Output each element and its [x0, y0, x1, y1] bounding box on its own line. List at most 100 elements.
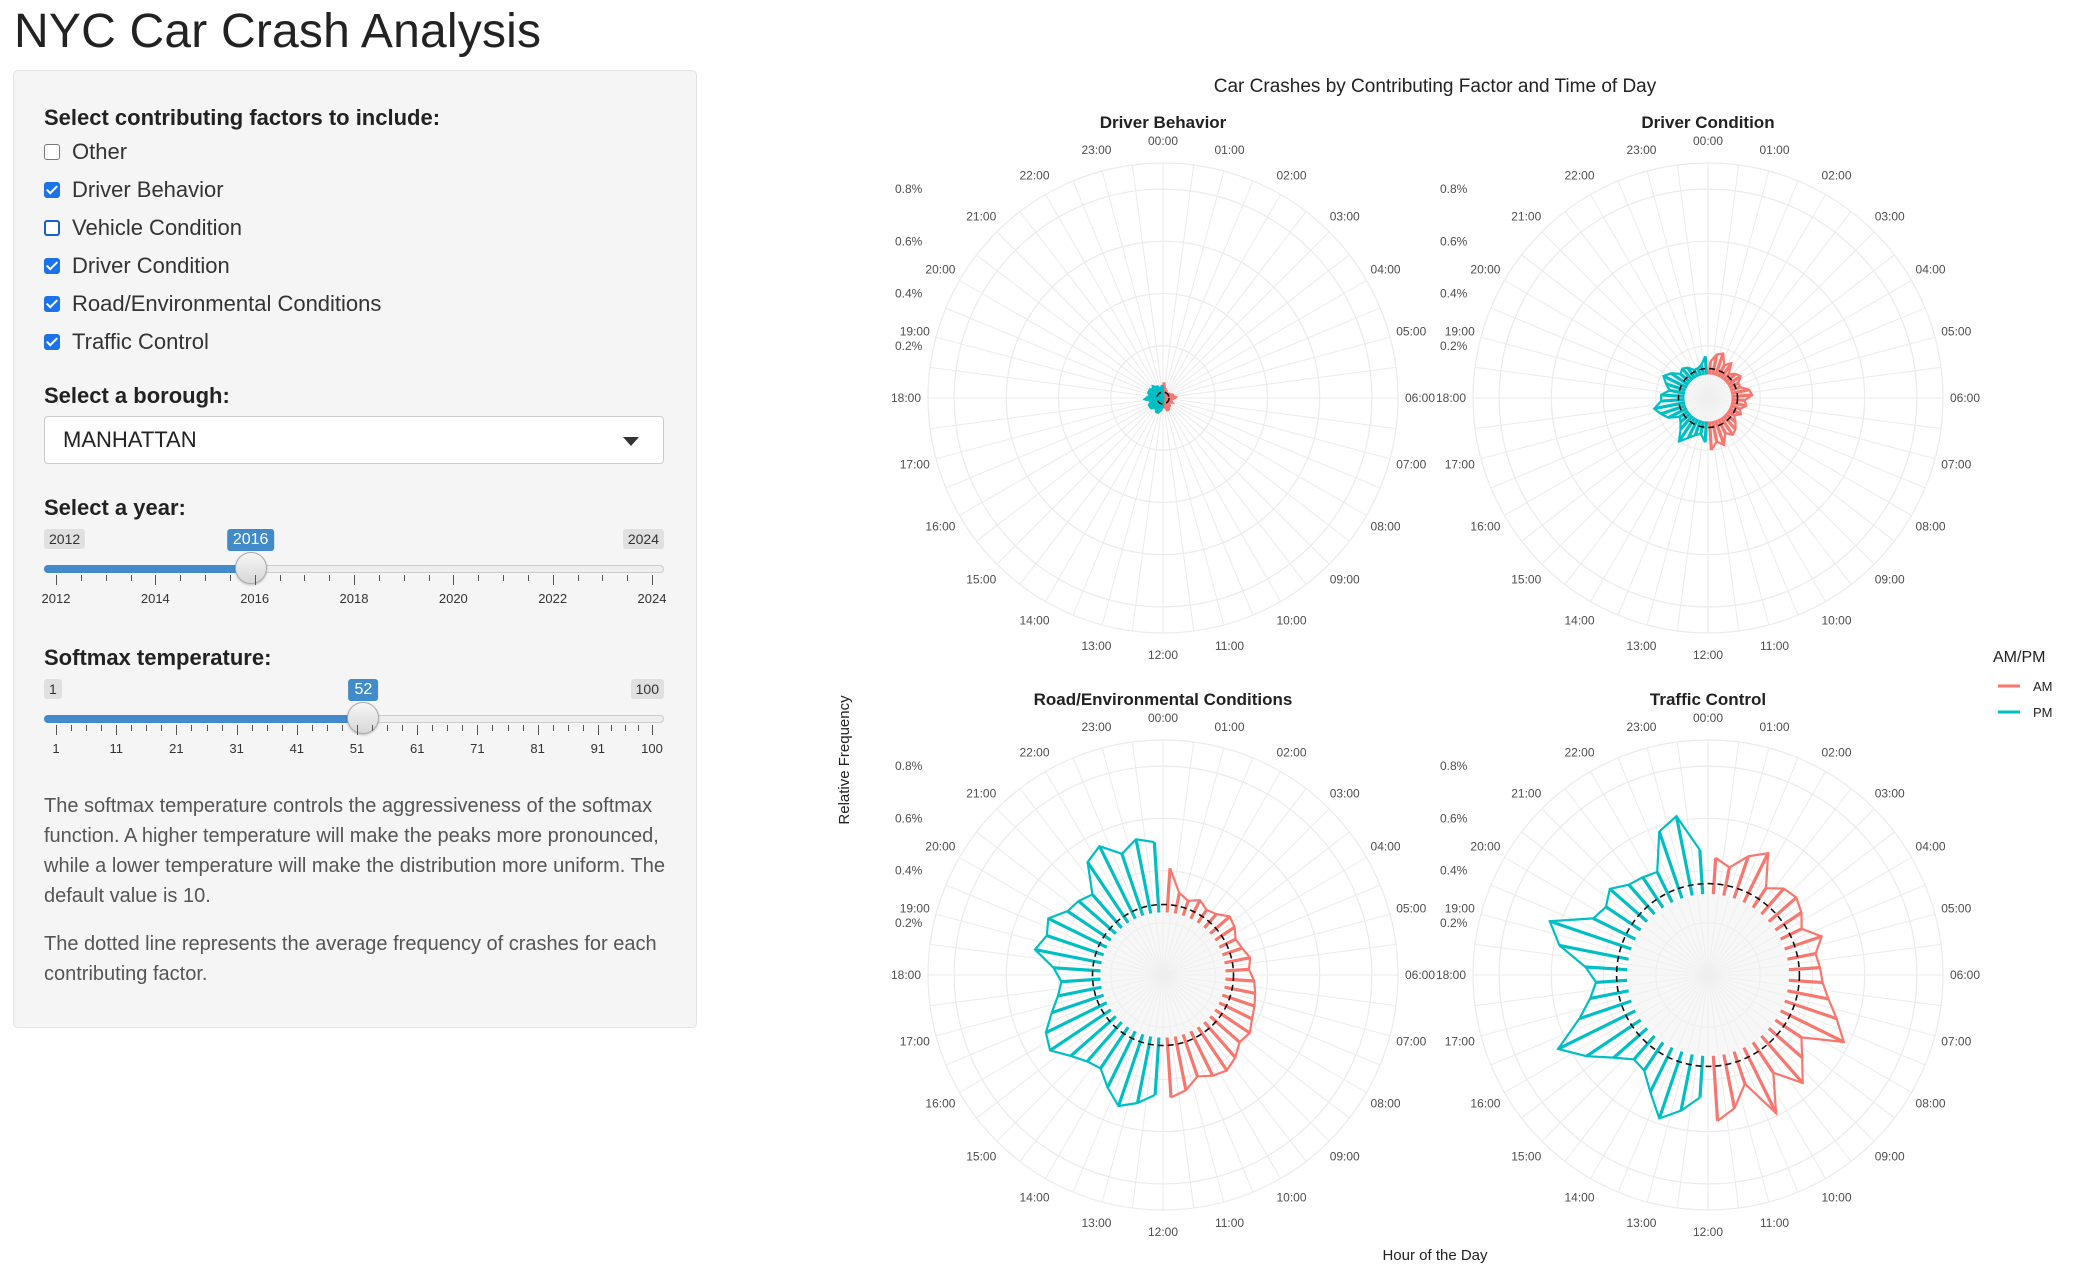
- factor-checkbox-driver-condition[interactable]: Driver Condition: [44, 251, 230, 281]
- am-bar: [1224, 956, 1251, 965]
- am-bar: [1774, 911, 1803, 932]
- am-bar: [1784, 934, 1823, 951]
- am-bar: [1711, 420, 1719, 442]
- hour-label: 21:00: [1511, 786, 1541, 800]
- slider-handle[interactable]: [347, 702, 380, 734]
- grid-spoke: [1590, 194, 1709, 399]
- pm-bar: [1674, 815, 1694, 896]
- factor-checkbox-other[interactable]: Other: [44, 137, 127, 167]
- am-bar: [1165, 1037, 1173, 1098]
- slider-tick-label: 100: [641, 741, 663, 756]
- checkbox-box[interactable]: [44, 144, 60, 160]
- am-bar: [1173, 892, 1181, 914]
- pm-bar: [1557, 1009, 1637, 1051]
- hour-label: 15:00: [1511, 573, 1541, 587]
- radial-tick-label: 0.6%: [1440, 811, 1468, 825]
- grid-spoke: [1162, 254, 1350, 399]
- pm-bar: [1703, 421, 1709, 443]
- legend-am-label: AM: [2033, 679, 2053, 694]
- temperature-slider[interactable]: 1 100 52 1 11 21 31 41 51 61 71 81 91 100: [44, 679, 664, 799]
- grid-spoke: [1162, 397, 1195, 632]
- am-bar: [1181, 1033, 1199, 1077]
- checkbox-box[interactable]: [44, 220, 60, 236]
- grid-spoke: [929, 366, 1164, 399]
- hour-label: 09:00: [1875, 1150, 1905, 1164]
- hour-label: 22:00: [1564, 745, 1594, 759]
- checkbox-label: Driver Behavior: [72, 177, 224, 202]
- slider-tick: [357, 725, 358, 735]
- am-bar: [1711, 354, 1719, 376]
- factor-checkbox-driver-behavior[interactable]: Driver Behavior: [44, 175, 224, 205]
- slider-tick-label: 2014: [140, 591, 170, 606]
- hour-label: 06:00: [1950, 391, 1980, 405]
- slider-minor-tick: [86, 725, 88, 731]
- pm-bar: [1693, 419, 1702, 436]
- slider-tick-label: 31: [229, 741, 244, 756]
- am-bar: [1779, 1009, 1845, 1044]
- slider-tick: [296, 725, 298, 735]
- grid-spoke: [1480, 336, 1709, 399]
- checkbox-box[interactable]: [44, 296, 60, 312]
- factor-checkbox-traffic-control[interactable]: Traffic Control: [44, 327, 209, 357]
- year-slider[interactable]: 2012 2024 2016 2012 2014 2016 2018 2020 2022 2…: [42, 529, 666, 649]
- hour-label: 23:00: [1626, 720, 1656, 734]
- grid-spoke: [1707, 254, 1895, 399]
- hour-label: 10:00: [1276, 1191, 1306, 1205]
- borough-select[interactable]: MANHATTAN: [44, 416, 664, 464]
- am-bar: [1707, 421, 1714, 451]
- hour-label: 12:00: [1693, 1225, 1723, 1239]
- hour-label: 19:00: [900, 324, 930, 338]
- pm-bar: [1595, 978, 1628, 984]
- grid-spoke: [996, 231, 1164, 399]
- grid-spoke: [996, 397, 1164, 565]
- hour-label: 17:00: [900, 1035, 930, 1049]
- hour-label: 11:00: [1760, 639, 1789, 653]
- pm-bar: [1091, 893, 1123, 929]
- hour-label: 19:00: [1445, 901, 1475, 915]
- slider-handle[interactable]: [234, 552, 267, 584]
- grid-spoke: [1162, 397, 1330, 565]
- grid-spoke: [1707, 397, 1926, 489]
- hour-label: 08:00: [1916, 1097, 1946, 1111]
- slider-minor-tick: [341, 725, 343, 731]
- checkbox-box[interactable]: [44, 258, 60, 274]
- pm-bar: [1698, 849, 1705, 895]
- checkbox-label: Vehicle Condition: [72, 215, 243, 240]
- slider-tick: [116, 725, 118, 735]
- slider-tick: [236, 725, 238, 735]
- am-bar: [1732, 855, 1750, 899]
- am-bar: [1730, 401, 1747, 408]
- slider-minor-tick: [180, 575, 182, 581]
- checkbox-box[interactable]: [44, 334, 60, 350]
- factor-checkbox-vehicle-condition[interactable]: Vehicle Condition: [44, 213, 242, 243]
- am-bar-outline: [1168, 867, 1257, 1099]
- hour-label: 07:00: [1396, 1035, 1426, 1049]
- borough-selected-value: MANHATTAN: [63, 427, 197, 452]
- slider-minor-tick: [326, 725, 328, 731]
- am-bar: [1189, 1030, 1215, 1077]
- factor-checkbox-road-environmental[interactable]: Road/Environmental Conditions: [44, 289, 381, 319]
- grid-spoke: [959, 397, 1164, 516]
- grid-spoke: [1707, 397, 1936, 460]
- hour-label: 03:00: [1875, 209, 1905, 223]
- grid-spoke: [1707, 397, 1852, 585]
- am-bar: [1225, 977, 1255, 983]
- radial-tick-label: 0.6%: [895, 811, 923, 825]
- grid-spoke: [1019, 397, 1164, 585]
- slider-minor-tick: [567, 725, 569, 731]
- checkbox-box[interactable]: [44, 182, 60, 198]
- slider-minor-tick: [638, 725, 640, 731]
- am-bar: [1722, 867, 1731, 896]
- hour-label: 09:00: [1330, 573, 1360, 587]
- am-bar: [1714, 419, 1726, 446]
- legend-title: AM/PM: [1993, 649, 2045, 666]
- slider-minor-tick: [522, 725, 524, 731]
- radial-tick-label: 0.4%: [895, 287, 923, 301]
- am-bar: [1788, 966, 1821, 972]
- mean-line: [1677, 367, 1739, 429]
- hour-label: 21:00: [1511, 209, 1541, 223]
- pm-bar: [1657, 1051, 1684, 1119]
- hour-label: 20:00: [1470, 840, 1500, 854]
- grid-spoke: [1162, 397, 1350, 542]
- am-bar: [1221, 946, 1243, 957]
